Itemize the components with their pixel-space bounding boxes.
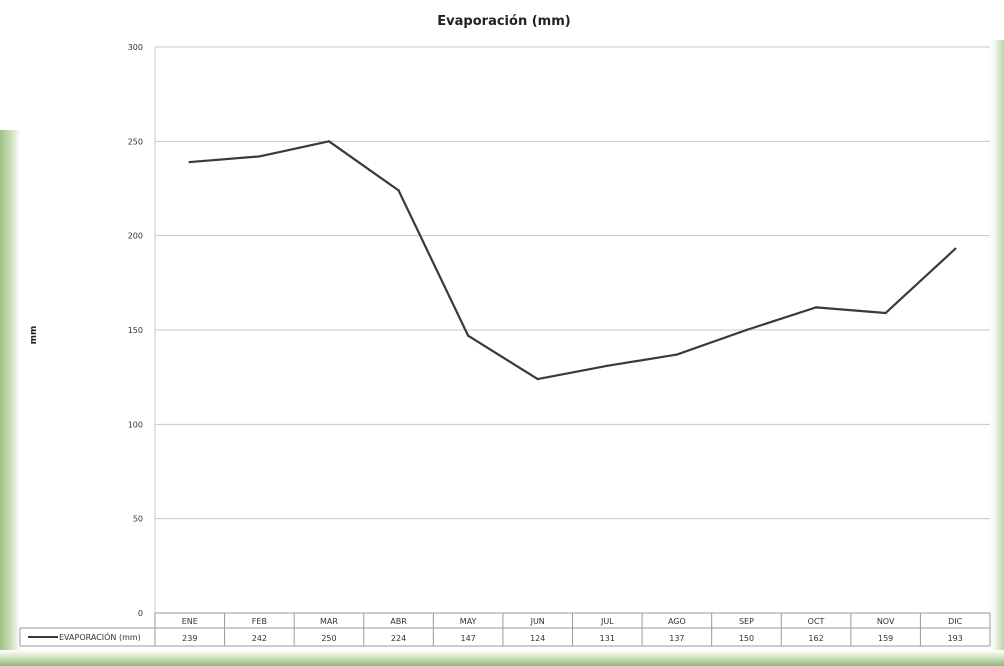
category-label: FEB	[252, 617, 267, 626]
category-label: NOV	[877, 617, 895, 626]
y-tick-label: 200	[128, 232, 143, 241]
data-point	[745, 328, 748, 332]
table-value-cell: 242	[252, 634, 267, 643]
data-point	[884, 311, 887, 315]
category-label: ABR	[390, 617, 407, 626]
series-line-evaporacion	[188, 140, 957, 381]
table-value-cell: 124	[530, 634, 545, 643]
category-label: ENE	[182, 617, 198, 626]
table-value-cell: 131	[600, 634, 615, 643]
data-point	[258, 155, 261, 158]
category-label: OCT	[808, 617, 825, 626]
category-label: MAY	[460, 617, 477, 626]
left-border-decoration	[0, 130, 20, 666]
data-point	[397, 189, 400, 192]
table-value-cell: 239	[182, 634, 197, 643]
category-label: DIC	[948, 617, 963, 626]
data-point	[188, 160, 191, 164]
y-axis-label: mm	[29, 326, 39, 345]
category-label: JUN	[530, 617, 545, 626]
data-point	[327, 140, 331, 143]
category-label: SEP	[739, 617, 754, 626]
y-tick-label: 250	[128, 137, 143, 146]
category-label: MAR	[320, 617, 338, 626]
legend-series-name: EVAPORACIÓN (mm)	[59, 631, 141, 642]
data-table: ENE FEB MAR ABR MAY JUN JUL AGO SEP OCT NOV DIC 239 2…	[19, 612, 991, 647]
table-value-cell: 150	[739, 634, 754, 643]
data-point	[606, 364, 609, 368]
category-label: AGO	[668, 617, 686, 626]
y-tick-label: 50	[133, 515, 143, 524]
series-line-group	[188, 140, 957, 381]
data-point	[466, 334, 470, 337]
y-tick-label: 0	[138, 609, 143, 618]
category-label: JUL	[600, 617, 614, 626]
data-point	[954, 247, 957, 251]
table-value-cell: 147	[460, 634, 475, 643]
data-point	[814, 306, 818, 309]
table-value-cell: 159	[878, 634, 893, 643]
table-value-cell: 224	[391, 634, 406, 643]
data-point	[675, 353, 679, 356]
right-border-decoration	[990, 40, 1004, 666]
table-value-cell: 250	[321, 634, 336, 643]
table-value-cell: 193	[948, 634, 963, 643]
y-tick-label: 150	[128, 326, 143, 335]
table-value-cell: 137	[669, 634, 684, 643]
y-tick-label: 100	[128, 420, 143, 429]
table-value-cell: 162	[808, 634, 823, 643]
bottom-border-decoration	[0, 650, 1004, 666]
gridlines	[154, 46, 990, 613]
y-tick-label: 300	[128, 43, 143, 52]
data-point	[536, 377, 539, 381]
chart-title: Evaporación (mm)	[437, 14, 570, 29]
y-axis-ticks: 0 50 100 150 200 250 300	[128, 43, 143, 618]
